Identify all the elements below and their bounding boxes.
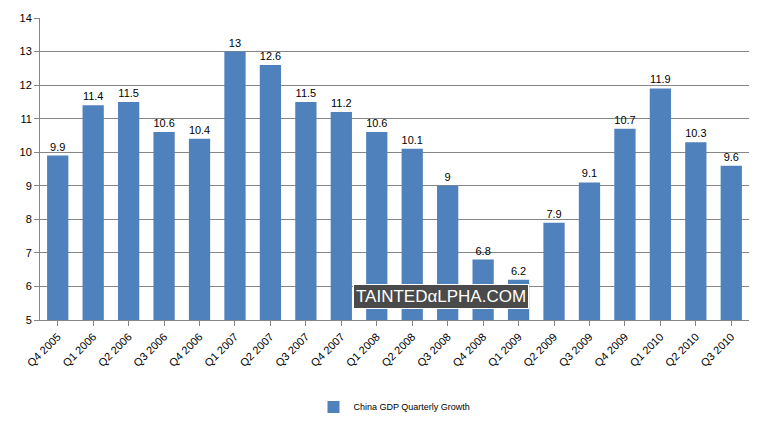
svg-text:Q3 2010: Q3 2010 (698, 331, 736, 369)
svg-text:Q1 2009: Q1 2009 (486, 331, 524, 369)
svg-text:10.4: 10.4 (189, 124, 210, 136)
svg-text:6.2: 6.2 (511, 265, 526, 277)
svg-text:13: 13 (229, 37, 241, 49)
svg-text:TAINTEDαLPHA.COM: TAINTEDαLPHA.COM (356, 287, 526, 306)
svg-text:9: 9 (445, 171, 451, 183)
svg-text:9.1: 9.1 (582, 167, 597, 179)
svg-text:Q3 2006: Q3 2006 (131, 331, 169, 369)
svg-text:11.4: 11.4 (83, 90, 104, 102)
svg-text:Q4 2008: Q4 2008 (450, 331, 488, 369)
svg-text:Q4 2007: Q4 2007 (308, 331, 346, 369)
svg-text:11: 11 (20, 113, 31, 125)
svg-text:7.9: 7.9 (546, 208, 561, 220)
svg-text:11.2: 11.2 (331, 97, 352, 109)
svg-text:10.1: 10.1 (402, 134, 423, 146)
svg-text:Q1 2010: Q1 2010 (627, 331, 665, 369)
svg-text:5: 5 (26, 314, 32, 326)
svg-text:10.6: 10.6 (366, 117, 387, 129)
svg-text:Q4 2006: Q4 2006 (167, 331, 205, 369)
svg-text:China GDP Quarterly Growth: China GDP Quarterly Growth (354, 402, 470, 412)
svg-text:10.6: 10.6 (153, 117, 174, 129)
svg-text:Q1 2007: Q1 2007 (202, 331, 240, 369)
svg-text:Q3 2009: Q3 2009 (556, 331, 594, 369)
svg-text:7: 7 (26, 247, 32, 259)
svg-text:Q2 2007: Q2 2007 (237, 331, 275, 369)
svg-text:6.8: 6.8 (475, 245, 490, 257)
svg-text:12: 12 (20, 79, 32, 91)
svg-text:11.5: 11.5 (118, 87, 139, 99)
svg-text:Q1 2008: Q1 2008 (344, 331, 382, 369)
svg-text:10.7: 10.7 (614, 114, 635, 126)
svg-text:Q1 2006: Q1 2006 (60, 331, 98, 369)
svg-text:Q4 2009: Q4 2009 (592, 331, 630, 369)
svg-text:8: 8 (26, 213, 32, 225)
svg-text:9.6: 9.6 (724, 151, 739, 163)
svg-text:9: 9 (26, 180, 32, 192)
svg-text:Q2 2006: Q2 2006 (96, 331, 134, 369)
svg-text:10.3: 10.3 (685, 127, 706, 139)
svg-text:14: 14 (20, 12, 32, 24)
svg-text:11.9: 11.9 (650, 73, 671, 85)
svg-text:9.9: 9.9 (50, 141, 65, 153)
svg-text:Q2 2008: Q2 2008 (379, 331, 417, 369)
svg-text:Q2 2010: Q2 2010 (663, 331, 701, 369)
svg-text:Q2 2009: Q2 2009 (521, 331, 559, 369)
svg-text:13: 13 (20, 45, 32, 57)
svg-text:Q3 2007: Q3 2007 (273, 331, 311, 369)
svg-text:Q3 2008: Q3 2008 (415, 331, 453, 369)
svg-text:Q4 2005: Q4 2005 (25, 331, 63, 369)
svg-text:6: 6 (26, 280, 32, 292)
svg-text:10: 10 (20, 146, 32, 158)
svg-text:11.5: 11.5 (296, 87, 317, 99)
svg-text:12.6: 12.6 (260, 50, 281, 62)
